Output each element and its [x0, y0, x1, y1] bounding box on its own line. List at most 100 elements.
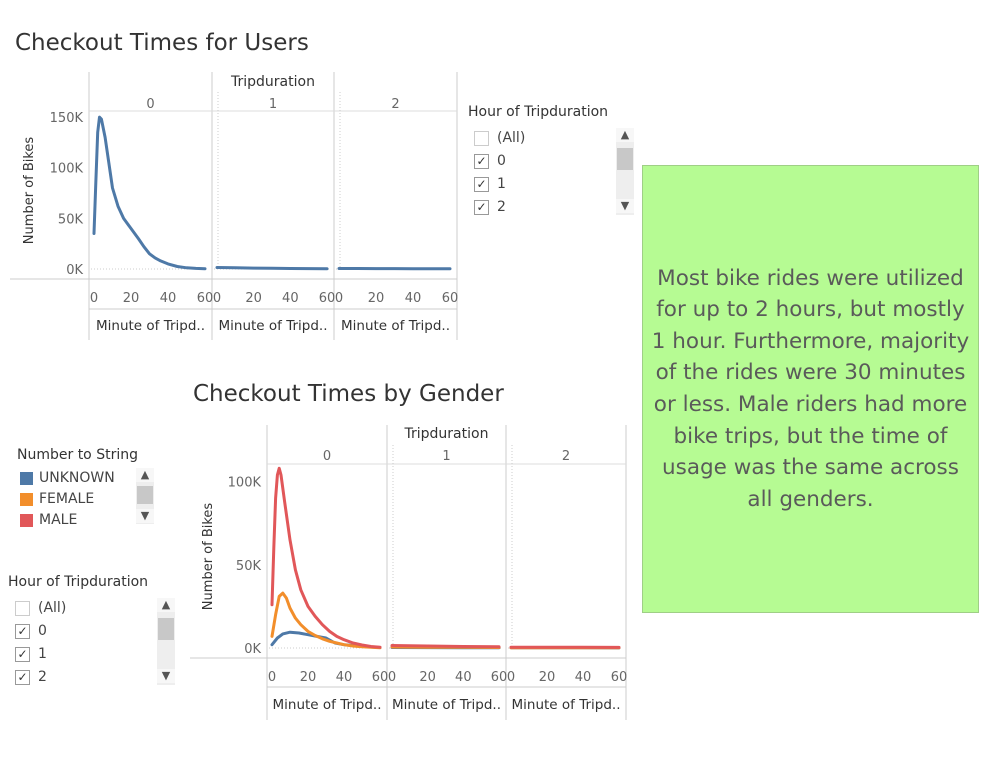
bottom-filter-title: Hour of Tripduration [8, 574, 149, 590]
bottom-chart-frame [190, 425, 627, 720]
y-axis-title: Number of Bikes [22, 137, 37, 245]
checkmark-icon[interactable]: ✓ [15, 623, 30, 639]
panel-header: 0 [323, 449, 331, 464]
x-tick-label: 40 [455, 670, 472, 685]
bottom-filter-scrollbar[interactable]: ▲ ▼ [157, 598, 175, 685]
x-tick-label: 0 [335, 291, 343, 306]
x-tick-label: 20 [539, 670, 556, 685]
scroll-down-icon[interactable]: ▼ [616, 199, 634, 213]
x-axis-title: Minute of Tripd.. [273, 697, 382, 713]
scroll-thumb[interactable] [617, 148, 633, 170]
y-tick-label: 0K [66, 263, 83, 278]
filter-item-1[interactable]: ✓ 1 [474, 174, 506, 194]
swatch-icon [20, 513, 33, 527]
series-line-male [270, 466, 382, 649]
x-axis-title: Minute of Tripd.. [341, 318, 450, 334]
top-column-header: Tripduration [231, 74, 315, 90]
legend-scrollbar[interactable]: ▲ ▼ [136, 468, 154, 524]
y-tick-label: 50K [236, 559, 262, 574]
top-filter-list: (All) ✓ 0 ✓ 1 ✓ 2 [474, 128, 614, 218]
x-tick-label: 0 [213, 291, 221, 306]
x-tick-label: 60 [491, 670, 508, 685]
series-line [215, 266, 329, 271]
x-tick-label: 20 [123, 291, 140, 306]
filter-item-2[interactable]: ✓ 2 [15, 667, 47, 687]
top-chart-frame [10, 72, 458, 340]
x-tick-label: 40 [336, 670, 353, 685]
bottom-filter-list: (All) ✓ 0 ✓ 1 ✓ 2 [15, 598, 155, 688]
checkmark-icon[interactable]: ✓ [15, 669, 30, 685]
filter-item-all[interactable]: (All) [474, 128, 525, 148]
scroll-thumb[interactable] [158, 618, 174, 640]
scroll-down-icon[interactable]: ▼ [157, 669, 175, 683]
checkbox-icon[interactable] [15, 600, 30, 616]
filter-item-1[interactable]: ✓ 1 [15, 644, 47, 664]
x-axis-title: Minute of Tripd.. [96, 318, 205, 334]
panel-header: 1 [269, 97, 277, 112]
filter-item-0[interactable]: ✓ 0 [15, 621, 47, 641]
scroll-up-icon[interactable]: ▲ [136, 468, 154, 482]
y-tick-label: 100K [50, 162, 84, 177]
x-tick-label: 60 [372, 670, 389, 685]
x-tick-label: 20 [245, 291, 262, 306]
x-tick-label: 40 [160, 291, 177, 306]
x-tick-label: 0 [268, 670, 276, 685]
checkmark-icon[interactable]: ✓ [15, 646, 30, 662]
panel-header: 2 [562, 449, 570, 464]
y-tick-label: 50K [58, 212, 84, 227]
scroll-thumb[interactable] [137, 486, 153, 504]
x-tick-label: 60 [197, 291, 214, 306]
x-tick-label: 0 [507, 670, 515, 685]
gender-legend: UNKNOWN FEMALE MALE [20, 468, 135, 533]
legend-item-male[interactable]: MALE [20, 510, 77, 530]
filter-item-2[interactable]: ✓ 2 [474, 197, 506, 217]
annotation-box: Most bike rides were utilized for up to … [642, 165, 979, 613]
gender-legend-title: Number to String [17, 447, 138, 463]
filter-item-all[interactable]: (All) [15, 598, 66, 618]
series-line-female [270, 591, 382, 650]
y-tick-label: 150K [50, 111, 84, 126]
checkmark-icon[interactable]: ✓ [474, 199, 489, 215]
top-chart-title: Checkout Times for Users [15, 30, 309, 56]
legend-item-unknown[interactable]: UNKNOWN [20, 468, 115, 488]
scroll-up-icon[interactable]: ▲ [157, 598, 175, 612]
series-line-male [390, 644, 501, 649]
checkmark-icon[interactable]: ✓ [474, 176, 489, 192]
filter-item-0[interactable]: ✓ 0 [474, 151, 506, 171]
top-filter-title: Hour of Tripduration [468, 104, 609, 120]
x-tick-label: 60 [611, 670, 628, 685]
x-tick-label: 40 [405, 291, 422, 306]
checkmark-icon[interactable]: ✓ [474, 153, 489, 169]
legend-item-female[interactable]: FEMALE [20, 489, 94, 509]
x-tick-label: 0 [388, 670, 396, 685]
annotation-text: Most bike rides were utilized for up to … [651, 265, 970, 512]
x-tick-label: 40 [282, 291, 299, 306]
checkbox-icon[interactable] [474, 130, 489, 146]
x-tick-label: 40 [575, 670, 592, 685]
series-line [92, 115, 207, 271]
x-tick-label: 60 [319, 291, 336, 306]
panel-header: 2 [391, 97, 399, 112]
x-tick-label: 20 [300, 670, 317, 685]
swatch-icon [20, 471, 33, 485]
x-tick-label: 0 [90, 291, 98, 306]
x-tick-label: 60 [442, 291, 459, 306]
y-axis-title: Number of Bikes [201, 503, 216, 611]
x-tick-label: 20 [368, 291, 385, 306]
x-axis-title: Minute of Tripd.. [219, 318, 328, 334]
y-tick-label: 0K [244, 642, 261, 657]
top-chart[interactable]: 0 1 2 Number of Bikes 150K 100K 50K 0K 0 20 40 60 Mi… [0, 60, 470, 350]
panel-header: 1 [442, 449, 450, 464]
scroll-down-icon[interactable]: ▼ [136, 509, 154, 523]
panel-header: 0 [146, 97, 154, 112]
x-tick-label: 20 [419, 670, 436, 685]
y-tick-label: 100K [228, 476, 262, 491]
swatch-icon [20, 492, 33, 506]
x-axis-title: Minute of Tripd.. [512, 697, 621, 713]
bottom-chart-title: Checkout Times by Gender [193, 381, 504, 407]
top-filter-scrollbar[interactable]: ▲ ▼ [616, 128, 634, 215]
bottom-column-header: Tripduration [404, 426, 489, 442]
x-axis-title: Minute of Tripd.. [392, 697, 501, 713]
scroll-up-icon[interactable]: ▲ [616, 128, 634, 142]
